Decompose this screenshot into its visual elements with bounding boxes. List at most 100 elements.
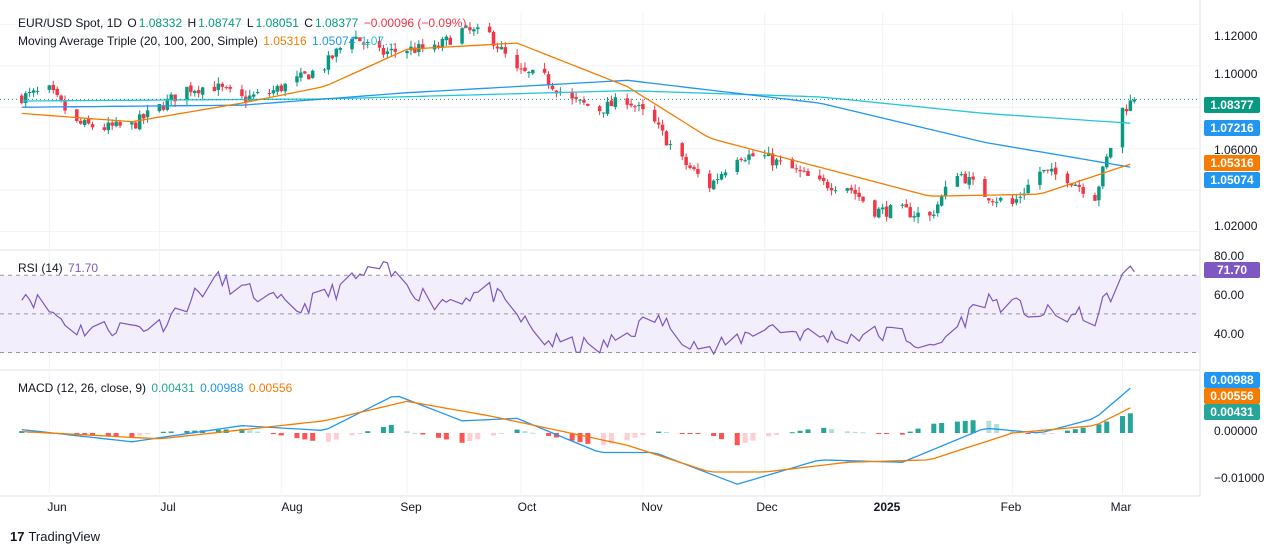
ohlc-high-label: H: [187, 16, 197, 30]
macd-histogram-bar: [907, 431, 913, 433]
macd-histogram-bar: [349, 433, 355, 436]
candle-body: [613, 97, 618, 107]
candle-body: [1108, 147, 1113, 158]
macd-histogram-bar: [530, 432, 536, 434]
candle-body: [932, 214, 936, 216]
macd-histogram-bar: [719, 433, 725, 440]
macd-histogram-bar: [585, 433, 591, 444]
macd-histogram-bar: [215, 429, 221, 433]
macd-histogram-bar: [404, 431, 410, 433]
last-price-box: 1.08377: [1204, 97, 1260, 113]
candle-body: [523, 67, 527, 71]
candle-body: [299, 72, 303, 78]
ma200-value: 1.07…: [360, 34, 397, 48]
candle-body: [735, 159, 739, 173]
y-tick-1.10: 1.10000: [1214, 67, 1258, 81]
macd-histogram-bar: [333, 433, 339, 440]
macd-histogram-bar: [679, 433, 685, 434]
candle-body: [609, 100, 614, 107]
candle-body: [271, 90, 276, 94]
candle-body: [825, 181, 830, 189]
macd-signal-value: 0.00556: [248, 381, 293, 395]
candle-body: [802, 170, 806, 172]
rsi-tick-80: 80.00: [1214, 249, 1245, 263]
candle-body: [385, 51, 390, 55]
candle-body: [967, 177, 971, 185]
candle-body: [574, 97, 578, 99]
candle-body: [169, 94, 173, 100]
macd-histogram-bar: [1025, 433, 1031, 434]
candle-body: [1042, 169, 1046, 172]
macd-histogram-bar: [365, 431, 371, 433]
macd-histogram-bar: [970, 420, 976, 433]
candle-body: [27, 91, 32, 94]
x-tick-sep: Sep: [400, 500, 422, 514]
candle-body: [531, 69, 535, 74]
ohlc-open-label: O: [127, 16, 137, 30]
candle-body: [251, 94, 256, 97]
candle-body: [75, 109, 79, 121]
candle-body: [377, 41, 382, 48]
candle-body: [625, 98, 629, 105]
macd-histogram-bar: [247, 430, 253, 433]
candle-body: [63, 101, 67, 111]
candle-body: [436, 45, 441, 48]
candle-body: [295, 76, 299, 83]
candle-body: [605, 101, 610, 114]
candle-body: [82, 119, 87, 126]
candle-body: [275, 86, 280, 92]
candle-body: [633, 106, 637, 108]
macd-histogram-bar: [954, 421, 960, 433]
candle-body: [912, 216, 916, 218]
candle-body: [680, 143, 684, 157]
candle-body: [1065, 173, 1070, 184]
tradingview-logo[interactable]: 17 TradingView: [10, 529, 100, 544]
price-legend: EUR/USD Spot, 1D O 1.08332 H 1.08747 L 1.08…: [18, 16, 468, 30]
candle-body: [220, 83, 225, 87]
macd-histogram-bar: [742, 433, 748, 443]
macd-histogram-bar: [420, 433, 426, 435]
candle-body: [1049, 168, 1054, 172]
candle-body: [310, 70, 315, 78]
macd-histogram-bar: [145, 433, 151, 435]
macd-histogram-bar: [82, 433, 88, 435]
candle-body: [326, 55, 331, 70]
x-tick-aug: Aug: [281, 500, 303, 514]
candle-body: [798, 169, 802, 172]
candle-body: [546, 74, 551, 86]
macd-hist-value: 0.00431: [151, 381, 195, 395]
x-tick-jul: Jul: [160, 500, 176, 514]
macd-histogram-bar: [475, 433, 481, 440]
rsi-line: [21, 260, 1135, 356]
candle-body: [739, 158, 743, 161]
candle-body: [59, 95, 63, 101]
macd-histogram-bar: [239, 428, 245, 433]
ohlc-low-value: 1.08051: [255, 16, 299, 30]
macd-tick-neg: −0.01000: [1214, 471, 1265, 485]
candle-body: [857, 192, 861, 198]
macd-legend: MACD (12, 26, close, 9) 0.00431 0.00988 …: [18, 381, 294, 395]
candle-body: [527, 71, 531, 73]
candle-body: [715, 179, 720, 181]
candle-body: [322, 69, 327, 71]
rsi-pane: [0, 260, 1200, 356]
ohlc-close-value: 1.08377: [314, 16, 359, 30]
candle-body: [165, 98, 169, 110]
candle-body: [719, 173, 724, 180]
candle-body: [845, 188, 850, 191]
candle-body: [998, 197, 1003, 201]
candle-body: [106, 122, 111, 131]
candle-body: [338, 47, 342, 50]
candle-body: [185, 86, 189, 101]
candle-body: [362, 42, 366, 44]
macd-histogram-bar: [357, 433, 363, 434]
macd-histogram-bar: [884, 433, 890, 434]
ohlc-open-value: 1.08332: [138, 16, 183, 30]
macd-histogram-bar: [1127, 413, 1133, 433]
candle-body: [763, 155, 767, 157]
sma200-line: [21, 90, 1131, 124]
candle-body: [267, 93, 272, 95]
macd-histogram-bar: [1072, 429, 1078, 433]
candle-body: [1101, 166, 1105, 187]
